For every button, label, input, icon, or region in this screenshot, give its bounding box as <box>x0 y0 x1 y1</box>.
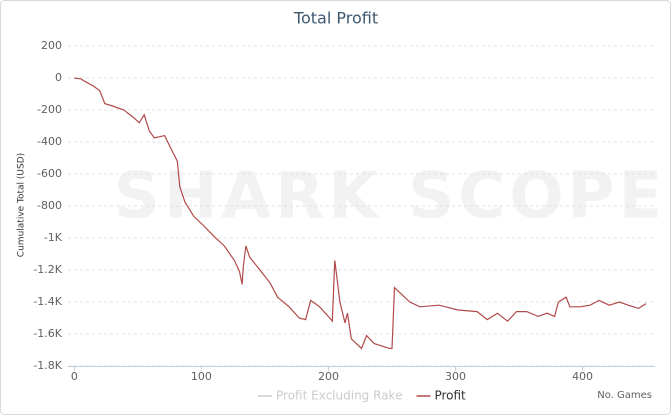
y-tick-label: -1.6K <box>33 327 62 340</box>
y-tick-label: -600 <box>37 167 62 180</box>
series-line <box>74 77 647 350</box>
x-tick-label: 100 <box>191 370 212 383</box>
y-tick-label: 200 <box>41 39 62 52</box>
y-tick-label: -1.4K <box>33 295 62 308</box>
y-tick-label: -400 <box>37 135 62 148</box>
x-tick-label: 200 <box>318 370 339 383</box>
y-tick-label: 0 <box>55 71 62 84</box>
y-tick-label: -1K <box>44 231 63 244</box>
x-tick-label: 400 <box>572 370 593 383</box>
legend-label[interactable]: Profit <box>434 389 466 403</box>
y-tick-label: -200 <box>37 103 62 116</box>
y-tick-label: -1.8K <box>33 359 62 372</box>
y-axis-title: Cumulative Total (USD) <box>17 153 27 257</box>
watermark: SHARK SCOPE <box>114 160 666 234</box>
y-tick-label: -800 <box>37 199 62 212</box>
x-axis-title: No. Games <box>597 390 652 401</box>
x-tick-label: 300 <box>445 370 466 383</box>
chart-title: Total Profit <box>293 9 378 28</box>
legend-label[interactable]: Profit Excluding Rake <box>276 389 402 403</box>
x-tick-label: 0 <box>71 370 78 383</box>
y-tick-label: -1.2K <box>33 263 62 276</box>
